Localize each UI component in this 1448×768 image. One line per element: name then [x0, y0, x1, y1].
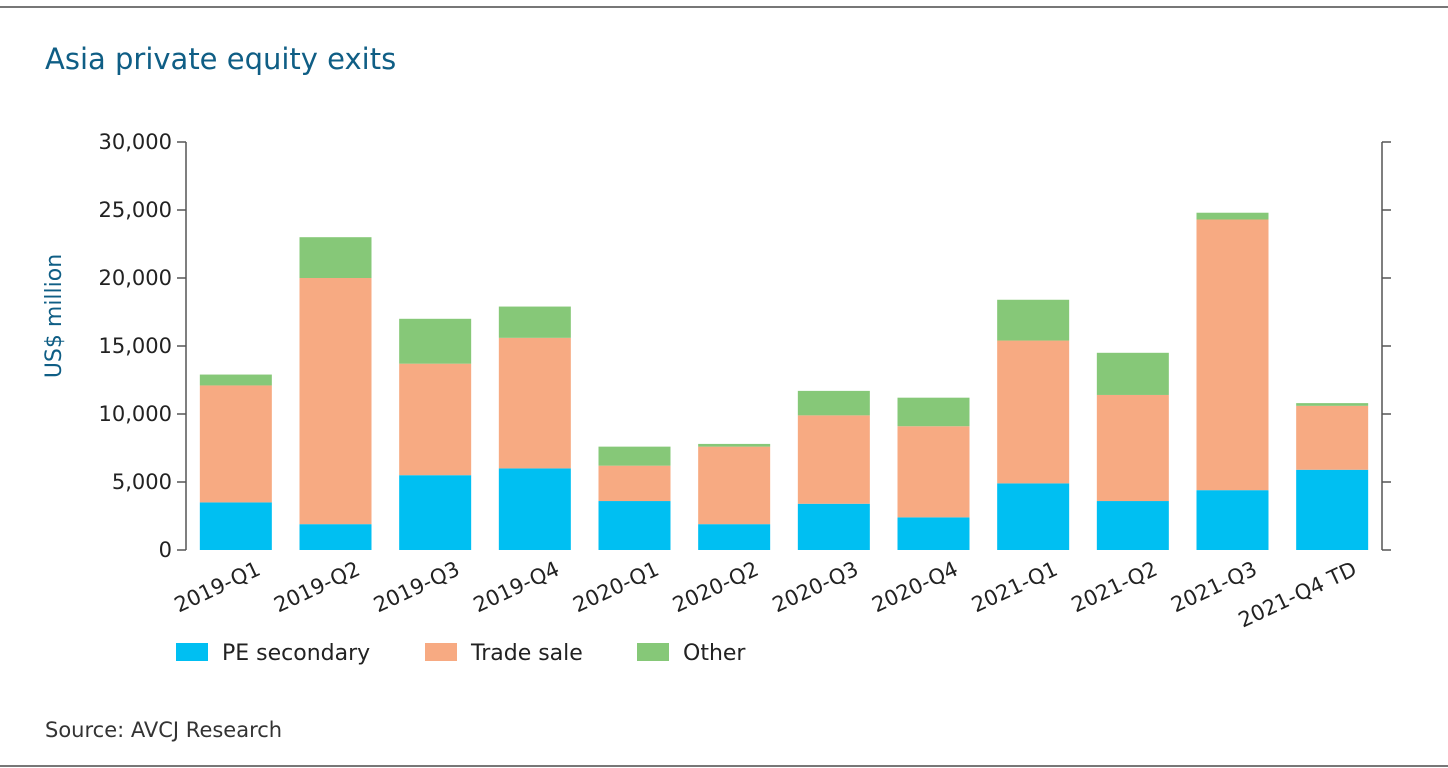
- bar-segment: [199, 374, 272, 386]
- x-tick-label: 2021-Q2: [1068, 557, 1161, 618]
- y-tick-label: 30,000: [99, 130, 172, 154]
- x-tick-label: 2020-Q3: [769, 557, 862, 618]
- legend-swatch: [637, 643, 669, 661]
- bar-segment: [299, 524, 372, 550]
- bar-segment: [797, 503, 870, 550]
- bar-segment: [797, 415, 870, 504]
- bar-segment: [199, 385, 272, 503]
- bar-segment: [598, 446, 671, 466]
- y-tick-label: 20,000: [99, 266, 172, 290]
- y-tick-label: 10,000: [99, 402, 172, 426]
- bar-segment: [399, 475, 472, 550]
- bar-segment: [1196, 490, 1269, 550]
- y-tick-label: 0: [159, 538, 172, 562]
- bar-segment: [698, 443, 771, 447]
- bar-segment: [997, 340, 1070, 484]
- x-tick-label: 2019-Q3: [370, 557, 463, 618]
- bar-segment: [1196, 219, 1269, 491]
- y-axis-label: US$ million: [42, 254, 67, 378]
- bar-segment: [997, 483, 1070, 550]
- x-tick-label: 2020-Q4: [868, 557, 961, 618]
- bar-segment: [1196, 212, 1269, 220]
- bar-segment: [698, 446, 771, 525]
- legend-label: Trade sale: [470, 641, 583, 666]
- chart-title: Asia private equity exits: [45, 42, 397, 76]
- bar-segment: [1096, 352, 1169, 395]
- bar-segment: [1096, 501, 1169, 550]
- legend-swatch: [425, 643, 457, 661]
- bar-segment: [997, 299, 1070, 341]
- bar-segment: [897, 426, 970, 518]
- bottom-rule: [0, 765, 1448, 767]
- bar-segment: [399, 318, 472, 364]
- bar-segment: [498, 306, 571, 338]
- bar-segment: [299, 237, 372, 278]
- legend: PE secondary Trade sale Other: [176, 641, 746, 666]
- bar-segment: [299, 278, 372, 525]
- bar-segment: [199, 502, 272, 550]
- bars: [199, 212, 1369, 550]
- x-tick-label: 2020-Q1: [569, 557, 662, 618]
- axes: 0 5,000 10,000 15,000 20,000 25,000 30,000: [99, 130, 1391, 562]
- legend-label: PE secondary: [222, 641, 370, 666]
- x-tick-labels: 2019-Q1 2019-Q2 2019-Q3 2019-Q4 2020-Q1 2020-…: [171, 557, 1361, 633]
- bar-segment: [498, 468, 571, 550]
- legend-swatch: [176, 643, 208, 661]
- x-tick-label: 2019-Q1: [171, 557, 264, 618]
- bar-segment: [897, 517, 970, 550]
- x-tick-label: 2019-Q4: [470, 557, 563, 618]
- bar-segment: [1296, 403, 1369, 406]
- bar-segment: [598, 501, 671, 550]
- bar-segment: [399, 363, 472, 476]
- y-tick-label: 15,000: [99, 334, 172, 358]
- bar-segment: [1296, 405, 1369, 470]
- source-note: Source: AVCJ Research: [45, 718, 283, 742]
- bar-segment: [698, 524, 771, 550]
- x-tick-label: 2020-Q2: [669, 557, 762, 618]
- x-tick-label: 2021-Q1: [968, 557, 1061, 618]
- x-tick-label: 2019-Q2: [270, 557, 363, 618]
- bar-segment: [598, 465, 671, 502]
- y-tick-label: 25,000: [99, 198, 172, 222]
- legend-label: Other: [683, 641, 746, 666]
- bar-segment: [897, 397, 970, 427]
- bar-segment: [797, 390, 870, 416]
- bar-segment: [1296, 469, 1369, 550]
- bar-segment: [498, 337, 571, 469]
- y-tick-label: 5,000: [112, 470, 172, 494]
- top-rule: [0, 6, 1448, 8]
- bar-segment: [1096, 394, 1169, 502]
